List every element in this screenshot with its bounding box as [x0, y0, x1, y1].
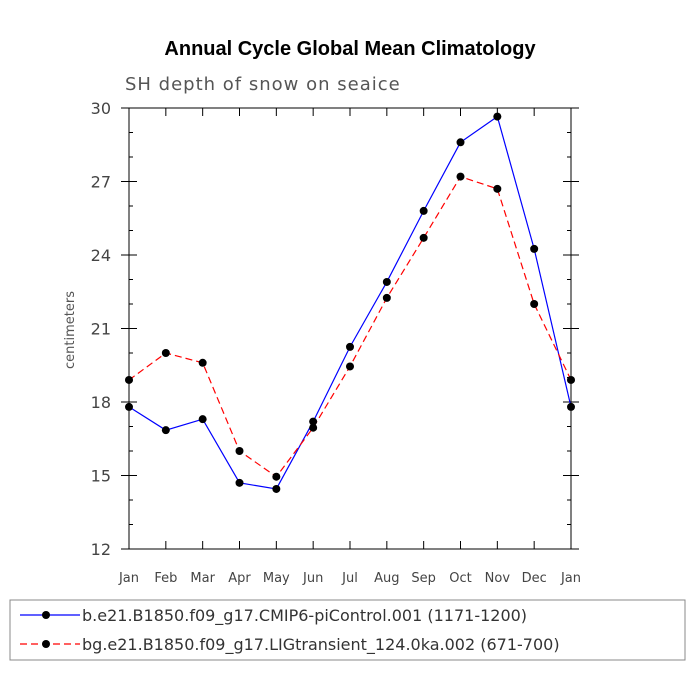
series-1-point: [309, 417, 318, 426]
series-2-point: [125, 375, 133, 384]
plot-frame: [128, 107, 572, 550]
x-tick-label: Jan: [560, 571, 581, 586]
series-line-2: [128, 175, 572, 478]
series-2-point: [309, 423, 318, 432]
y-axis-label: centimeters: [63, 291, 78, 369]
x-tick-label: Jan: [118, 571, 139, 586]
y-tick-label: 30: [91, 99, 111, 118]
chart-subtitle: SH depth of snow on seaice: [125, 74, 401, 95]
series-1-point: [235, 478, 244, 487]
series-2-point: [272, 472, 281, 481]
y-tick-label: 12: [91, 540, 111, 559]
x-tick-label: Feb: [154, 571, 177, 586]
series-1-point: [419, 206, 428, 215]
series-2-point: [382, 293, 391, 302]
y-tick-label: 15: [91, 467, 111, 486]
series-1-point: [125, 402, 133, 411]
series-2-point: [456, 172, 465, 181]
series-2-point: [493, 184, 502, 193]
series-1-point: [161, 426, 170, 435]
series-2-point: [346, 362, 354, 371]
chart-title: Annual Cycle Global Mean Climatology: [164, 38, 536, 60]
series-2-point: [161, 349, 170, 357]
x-tick-label: Jun: [302, 571, 323, 586]
series-1-point: [198, 415, 207, 424]
x-tick-label: Nov: [485, 571, 511, 586]
series-2-point: [235, 447, 244, 455]
legend-label-2: bg.e21.B1850.f09_g17.LIGtransient_124.0k…: [82, 635, 560, 655]
series-2-point: [567, 375, 575, 384]
legend-marker-2: [42, 640, 50, 648]
series-2-point: [530, 300, 539, 308]
series-2-point: [419, 233, 428, 242]
x-tick-label: May: [263, 571, 290, 586]
legend-label-1: b.e21.B1850.f09_g17.CMIP6-piControl.001 …: [82, 606, 527, 626]
series-1-point: [456, 138, 465, 147]
x-tick-label: Dec: [522, 571, 547, 586]
x-tick-label: Jul: [341, 571, 358, 586]
series-1-point: [493, 112, 502, 121]
series-line-1: [128, 115, 572, 490]
x-tick-label: Apr: [228, 571, 251, 586]
series-1-point: [346, 342, 354, 351]
series-1-point: [530, 244, 539, 253]
series-2-point: [198, 358, 207, 367]
y-tick-label: 27: [91, 173, 111, 192]
y-tick-label: 21: [91, 320, 111, 339]
x-tick-label: Sep: [411, 571, 436, 586]
x-tick-label: Oct: [449, 571, 471, 586]
series-1-point: [567, 402, 575, 411]
series-1-point: [382, 277, 391, 286]
legend-marker-1: [42, 611, 50, 619]
x-tick-label: Aug: [374, 571, 399, 586]
series-1-point: [272, 484, 281, 493]
legend-box: [9, 599, 686, 661]
y-tick-label: 18: [91, 393, 111, 412]
y-tick-label: 24: [91, 246, 111, 265]
x-tick-label: Mar: [190, 571, 215, 586]
